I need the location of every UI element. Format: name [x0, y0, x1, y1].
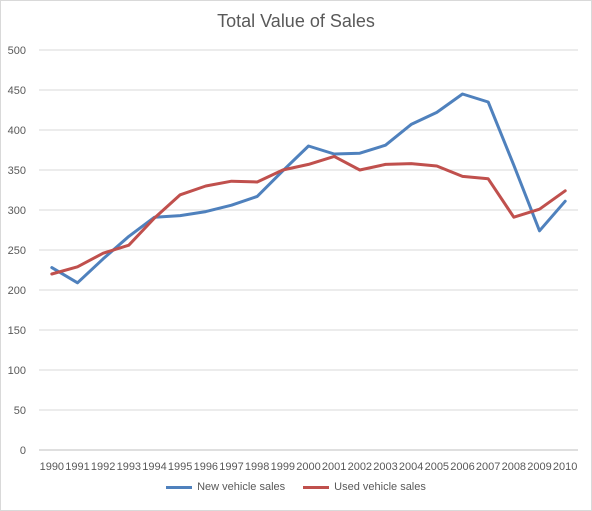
y-tick-label: 0 — [20, 445, 26, 457]
x-tick-label: 2010 — [553, 461, 577, 473]
legend-swatch — [166, 485, 193, 489]
x-tick-label: 2004 — [399, 461, 423, 473]
series-line-1 — [50, 92, 567, 285]
x-tick-label: 2001 — [322, 461, 346, 473]
x-tick-label: 1999 — [271, 461, 295, 473]
x-tick-label: 2009 — [527, 461, 551, 473]
x-tick-label: 1995 — [168, 461, 192, 473]
legend-item: New vehicle sales — [166, 481, 285, 493]
x-tick-label: 1994 — [142, 461, 166, 473]
x-tick-label: 1998 — [245, 461, 269, 473]
x-tick-label: 1993 — [117, 461, 141, 473]
chart-legend: New vehicle sales Used vehicle sales — [1, 481, 591, 493]
legend-item: Used vehicle sales — [303, 481, 426, 493]
series-line-2 — [50, 154, 567, 276]
x-tick-label: 1991 — [65, 461, 89, 473]
legend-swatch — [303, 485, 330, 489]
y-tick-label: 50 — [14, 405, 26, 417]
x-tick-label: 2005 — [425, 461, 449, 473]
y-tick-label: 450 — [8, 85, 26, 97]
y-tick-label: 100 — [8, 365, 26, 377]
x-tick-label: 1990 — [40, 461, 64, 473]
x-tick-label: 2008 — [502, 461, 526, 473]
y-tick-label: 150 — [8, 325, 26, 337]
x-tick-label: 2000 — [296, 461, 320, 473]
legend-label: New vehicle sales — [197, 481, 286, 493]
y-tick-label: 200 — [8, 285, 26, 297]
x-tick-label: 2006 — [450, 461, 474, 473]
y-tick-label: 500 — [8, 45, 26, 57]
x-tick-label: 2003 — [373, 461, 397, 473]
x-tick-label: 2002 — [348, 461, 372, 473]
y-tick-label: 300 — [8, 205, 26, 217]
x-tick-label: 1992 — [91, 461, 115, 473]
y-tick-label: 350 — [8, 165, 26, 177]
x-tick-label: 2007 — [476, 461, 500, 473]
x-tick-label: 1997 — [219, 461, 243, 473]
y-tick-label: 400 — [8, 125, 26, 137]
chart-title: Total Value of Sales — [217, 11, 375, 31]
y-tick-label: 250 — [8, 245, 26, 257]
legend-label: Used vehicle sales — [334, 481, 426, 493]
x-tick-label: 1996 — [194, 461, 218, 473]
